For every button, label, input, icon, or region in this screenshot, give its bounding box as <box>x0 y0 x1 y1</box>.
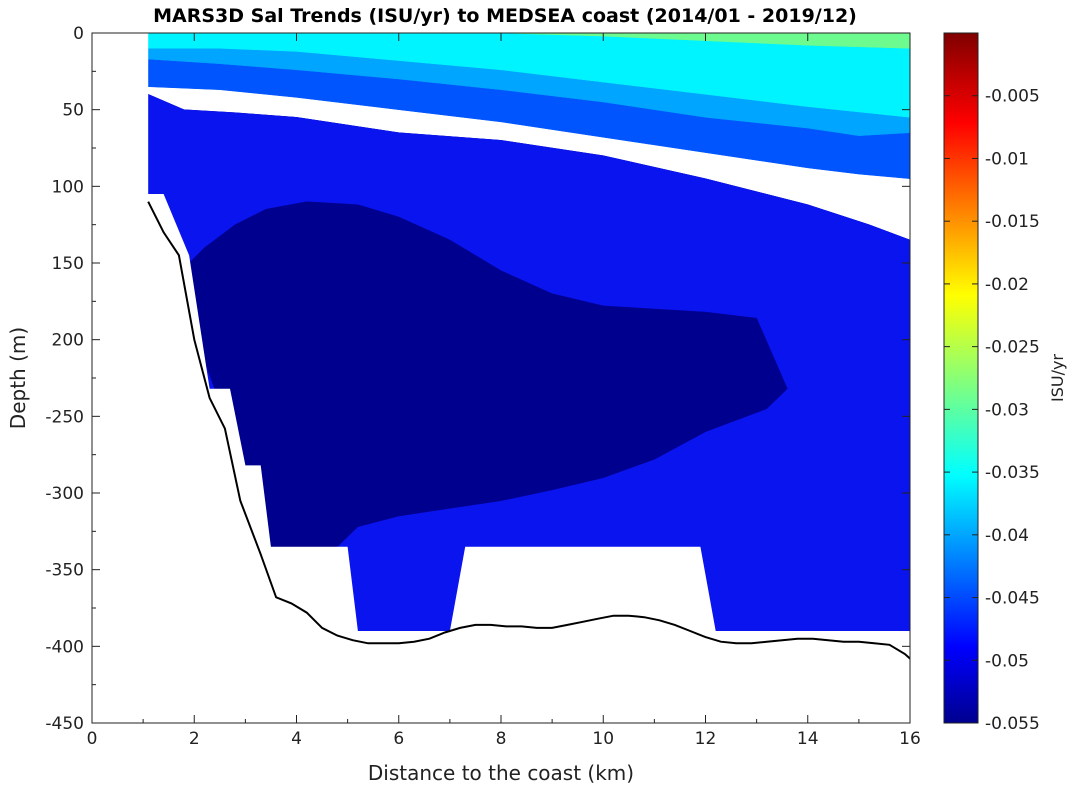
contour-band-5 <box>475 33 910 49</box>
y-tick-label: -250 <box>45 407 84 427</box>
x-tick-label: 8 <box>496 729 507 749</box>
colorbar-tick-label: -0.025 <box>985 338 1040 358</box>
colorbar-tick-label: -0.055 <box>985 714 1040 734</box>
colorbar-tick-label: -0.02 <box>985 275 1029 295</box>
x-tick-label: 0 <box>87 729 98 749</box>
axes: 0 2 4 6 8 10 12 14 16 0 50 100 150 200 -250 -300 -350 -40… <box>45 24 920 749</box>
colorbar-tick-label: -0.015 <box>985 212 1040 232</box>
x-tick-label: 14 <box>797 729 819 749</box>
plot-area <box>92 33 910 723</box>
y-tick-label: 100 <box>52 177 84 197</box>
colorbar-tick-label: -0.005 <box>985 87 1040 107</box>
colorbar-tick-label: -0.035 <box>985 463 1040 483</box>
contour-band-4 <box>147 33 910 118</box>
y-tick-label: -400 <box>45 637 84 657</box>
x-tick-label: 2 <box>189 729 200 749</box>
bathymetry-line <box>147 201 910 660</box>
colorbar-tick-label: -0.01 <box>985 149 1029 169</box>
nodata-mask-0 <box>92 33 910 723</box>
y-tick-label: 200 <box>52 331 84 351</box>
colorbar-gradient <box>943 32 979 724</box>
colorbar-tick-label: -0.04 <box>985 526 1029 546</box>
y-axis-label: Depth (m) <box>6 327 30 429</box>
colorbar: -0.005 -0.01 -0.015 -0.02 -0.025 -0.03 -0.035 -… <box>943 32 1040 734</box>
colorbar-tick-label: -0.03 <box>985 400 1029 420</box>
colorbar-tick-label: -0.045 <box>985 589 1040 609</box>
y-tick-label: 0 <box>73 24 84 44</box>
chart-title: MARS3D Sal Trends (ISU/yr) to MEDSEA coa… <box>153 5 857 27</box>
x-tick-label: 12 <box>695 729 717 749</box>
y-tick-label: -350 <box>45 561 84 581</box>
y-tick-label: -300 <box>45 484 84 504</box>
y-tick-label: 50 <box>62 101 84 121</box>
y-tick-label: -450 <box>45 714 84 734</box>
y-tick-label: 150 <box>52 254 84 274</box>
x-tick-label: 10 <box>592 729 614 749</box>
x-axis-label: Distance to the coast (km) <box>368 761 634 785</box>
x-tick-label: 6 <box>393 729 404 749</box>
x-tick-label: 16 <box>899 729 921 749</box>
colorbar-tick-label: -0.05 <box>985 651 1029 671</box>
colorbar-label: ISU/yr <box>1048 354 1067 402</box>
x-tick-label: 4 <box>291 729 302 749</box>
contour-group <box>92 33 910 723</box>
